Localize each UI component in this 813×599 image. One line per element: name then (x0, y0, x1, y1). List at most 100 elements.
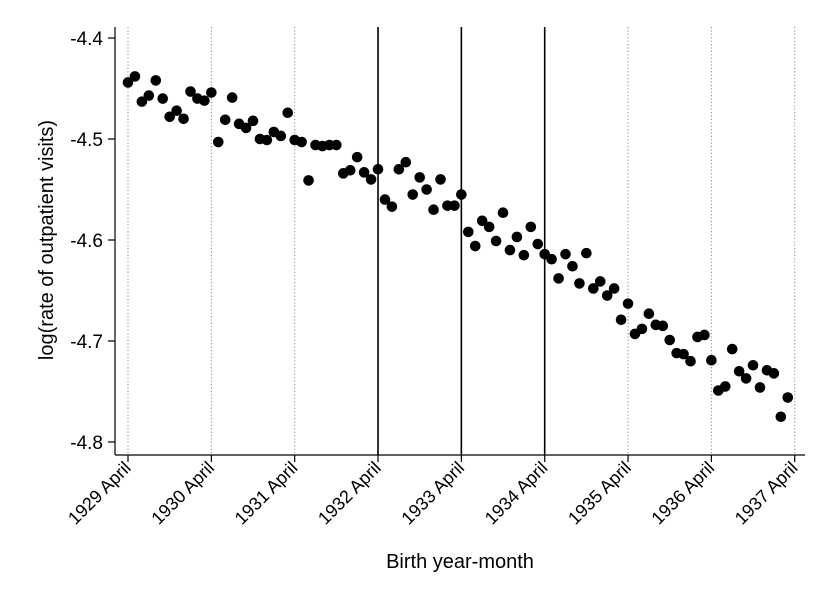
x-tick-label: 1932 April (314, 458, 385, 529)
data-point (275, 130, 287, 142)
data-point (594, 276, 606, 287)
data-point (483, 221, 495, 233)
data-point (560, 248, 571, 260)
data-point (511, 231, 523, 243)
data-point (664, 334, 676, 346)
data-point (678, 348, 689, 360)
data-point (421, 184, 432, 195)
data-point (622, 298, 634, 309)
data-point (226, 92, 238, 103)
data-point (546, 253, 557, 265)
data-point (706, 354, 717, 366)
reference-lines (127, 27, 796, 455)
x-tick-label: 1930 April (147, 458, 218, 529)
data-point (497, 207, 509, 219)
data-point (407, 189, 419, 200)
data-point (351, 151, 363, 163)
data-point (400, 156, 412, 168)
y-axis-label: log(rate of outpatient visits) (36, 120, 58, 360)
data-point (615, 314, 627, 326)
data-point (435, 174, 446, 185)
data-point (747, 359, 759, 371)
y-tick-label: -4.6 (70, 231, 103, 252)
data-point (358, 167, 370, 178)
x-axis-ticks: 1929 April 1930 April 1931 April 1932 April… (64, 455, 802, 529)
data-point (581, 247, 592, 259)
data-point (657, 320, 669, 332)
data-point (129, 71, 141, 82)
x-tick-label: 1937 April (731, 458, 802, 529)
data-point (122, 77, 134, 88)
y-tick-label: -4.8 (70, 433, 103, 454)
data-point (157, 93, 169, 104)
data-point (136, 96, 148, 107)
data-point (463, 226, 474, 238)
data-point (456, 189, 467, 200)
data-point (754, 382, 766, 393)
data-point (365, 174, 377, 185)
data-point (601, 290, 613, 301)
x-tick-label: 1933 April (397, 458, 468, 529)
data-point (518, 249, 530, 261)
data-point (504, 244, 516, 256)
y-tick-label: -4.4 (70, 29, 103, 50)
x-tick-label: 1931 April (231, 458, 302, 529)
data-point (164, 111, 175, 123)
data-point (143, 90, 155, 101)
data-point (379, 194, 391, 205)
data-point (567, 260, 578, 272)
data-point (331, 139, 342, 151)
data-point (303, 175, 314, 186)
data-point (719, 381, 731, 392)
data-point (699, 329, 710, 341)
data-point (414, 172, 425, 183)
data-point (282, 107, 294, 119)
data-point (386, 201, 398, 212)
data-point (219, 114, 231, 126)
data-points (122, 71, 794, 423)
data-point (643, 308, 655, 320)
data-point (344, 165, 356, 176)
y-tick-label: -4.7 (70, 332, 103, 353)
data-point (768, 368, 780, 379)
data-point (372, 164, 384, 175)
x-tick-label: 1935 April (564, 458, 635, 529)
data-point (247, 115, 259, 127)
data-point (775, 411, 787, 423)
x-axis-label: Birth year-month (386, 551, 534, 573)
y-axis-ticks: -4.4 -4.5 -4.6 -4.7 -4.8 (70, 29, 115, 454)
data-point (685, 355, 696, 367)
x-tick-label: 1929 April (64, 458, 135, 529)
data-point (525, 221, 537, 233)
y-tick-label: -4.5 (70, 130, 103, 151)
data-point (212, 136, 224, 148)
data-point (782, 392, 794, 403)
data-point (469, 240, 481, 252)
data-point (574, 278, 585, 289)
x-tick-label: 1934 April (481, 458, 552, 529)
data-point (733, 366, 745, 377)
data-point (261, 134, 273, 146)
data-point (553, 273, 564, 284)
data-point (199, 95, 210, 106)
data-point (206, 87, 217, 98)
data-point (171, 105, 182, 117)
data-point (178, 113, 189, 125)
data-point (588, 283, 599, 294)
data-point (449, 200, 460, 211)
data-point (150, 75, 162, 86)
data-point (476, 215, 488, 227)
data-point (393, 164, 405, 175)
data-point (726, 343, 738, 355)
data-point (240, 122, 252, 134)
data-point (532, 238, 544, 250)
data-point (185, 86, 196, 97)
data-point (490, 235, 502, 247)
data-point (428, 204, 439, 215)
data-point (740, 373, 752, 384)
data-point (608, 283, 620, 294)
data-point (636, 323, 648, 335)
data-point (296, 136, 307, 148)
